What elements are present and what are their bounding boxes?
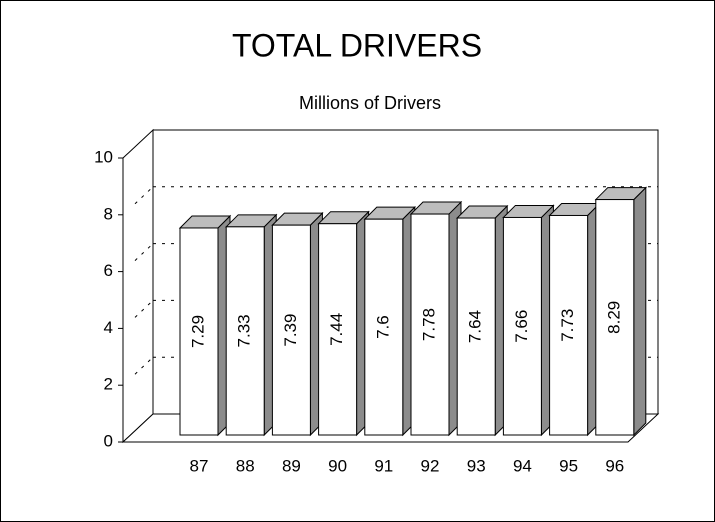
grid-line [134, 300, 154, 318]
value-label: 7.39 [281, 314, 300, 347]
grid-line [134, 356, 154, 375]
bar [595, 199, 635, 436]
x-tick-label: 96 [605, 456, 624, 475]
bar [225, 226, 265, 436]
bar [179, 227, 219, 436]
x-tick-label: 95 [559, 456, 578, 475]
y-tick-label: 10 [94, 147, 113, 166]
grid-line [134, 243, 154, 261]
y-tick-label: 2 [104, 375, 113, 394]
x-tick-label: 92 [421, 456, 440, 475]
chart-title: TOTAL DRIVERS [232, 27, 482, 63]
y-tick-label: 0 [104, 431, 113, 450]
value-label: 7.44 [327, 313, 346, 346]
bar [456, 217, 496, 436]
bar [318, 223, 358, 436]
bar [410, 213, 450, 436]
grid-line [134, 186, 154, 205]
y-tick-label: 4 [104, 318, 113, 337]
y-tick-label: 6 [104, 261, 113, 280]
x-tick-label: 89 [282, 456, 301, 475]
bar-side [633, 186, 647, 437]
x-tick-label: 94 [513, 456, 532, 475]
side-wall [122, 128, 154, 444]
x-tick-label: 93 [467, 456, 486, 475]
y-tick-label: 8 [104, 204, 113, 223]
x-tick-label: 87 [190, 456, 209, 475]
value-label: 7.29 [188, 315, 207, 348]
value-label: 7.66 [512, 310, 531, 343]
value-label: 8.29 [604, 301, 623, 334]
x-tick-label: 88 [236, 456, 255, 475]
value-label: 7.78 [419, 308, 438, 341]
bar [364, 218, 404, 436]
value-label: 7.6 [373, 315, 392, 339]
bar [271, 224, 311, 436]
chart-subtitle: Millions of Drivers [299, 93, 441, 113]
value-label: 7.64 [466, 310, 485, 343]
x-tick-label: 90 [328, 456, 347, 475]
bar [502, 216, 542, 436]
bar [549, 214, 589, 436]
x-tick-label: 91 [374, 456, 393, 475]
value-label: 7.73 [558, 309, 577, 342]
value-label: 7.33 [235, 314, 254, 347]
